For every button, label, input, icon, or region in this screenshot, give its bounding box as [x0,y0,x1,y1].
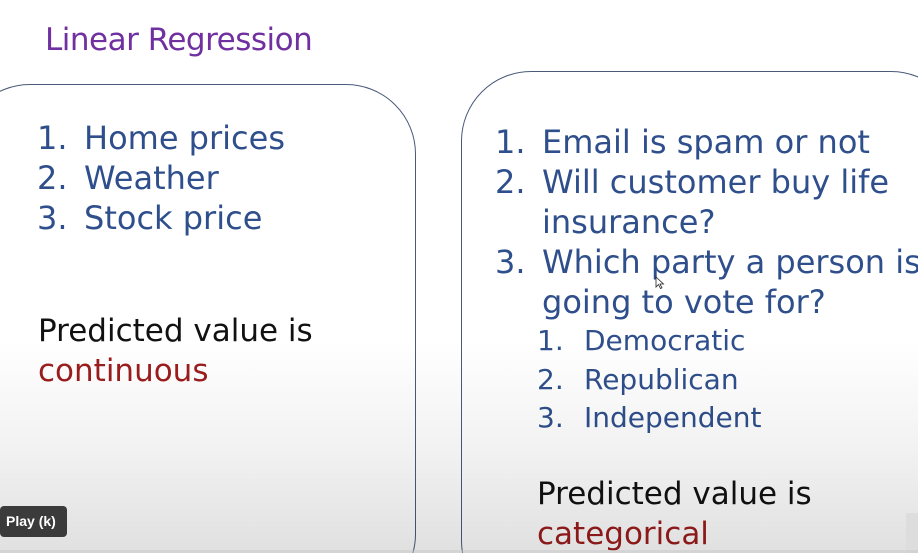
sublist-item-text: Independent [584,401,762,434]
predicted-prefix: Predicted value is [38,313,313,349]
sublist-item-text: Democratic [584,324,746,357]
list-item-number: 3. [37,199,68,237]
list-item: 2. Weather [37,158,285,198]
list-item: 2. Will customer buy life insurance? [495,162,918,242]
sublist-item-number: 1. [537,324,564,357]
right-sublist: 1. Democratic 2. Republican 3. Independe… [537,322,761,438]
predicted-value-continuous: continuous [38,353,209,389]
predicted-prefix: Predicted value is [537,476,812,512]
list-item-text: Which party a person is going to vote fo… [542,243,918,321]
video-progress-bar[interactable] [0,550,918,553]
sublist-item: 3. Independent [537,399,761,438]
list-item-number: 2. [37,159,68,197]
sublist-item: 1. Democratic [537,322,761,361]
sublist-item: 2. Republican [537,361,761,400]
list-item: 3. Stock price [37,198,285,238]
sublist-item-number: 3. [537,401,564,434]
right-predicted-text: Predicted value is categorical [537,474,812,553]
sublist-item-number: 2. [537,362,564,396]
list-item: 1. Home prices [37,118,285,158]
left-predicted-text: Predicted value is continuous [38,311,313,391]
left-list: 1. Home prices 2. Weather 3. Stock price [37,118,285,238]
list-item-text: Email is spam or not [542,123,870,161]
play-tooltip: Play (k) [0,506,67,537]
right-panel-box [461,71,918,553]
list-item: 1. Email is spam or not [495,122,918,162]
list-item-text: Stock price [84,199,263,237]
list-item-number: 1. [37,119,68,157]
list-item-number: 1. [495,123,526,161]
sublist-item-text: Republican [584,362,739,396]
list-item-text: Weather [84,159,219,197]
list-item-number: 3. [495,243,526,281]
list-item-number: 2. [495,163,526,201]
right-list: 1. Email is spam or not 2. Will customer… [495,122,918,322]
slide-title: Linear Regression [45,22,313,58]
predicted-value-categorical: categorical [537,516,709,552]
left-panel-box [0,84,416,553]
scrollbar-thumb[interactable] [906,513,918,553]
list-item: 3. Which party a person is going to vote… [495,242,918,322]
list-item-text: Will customer buy life insurance? [542,163,890,241]
list-item-text: Home prices [84,119,285,157]
mouse-cursor-icon [655,276,665,289]
